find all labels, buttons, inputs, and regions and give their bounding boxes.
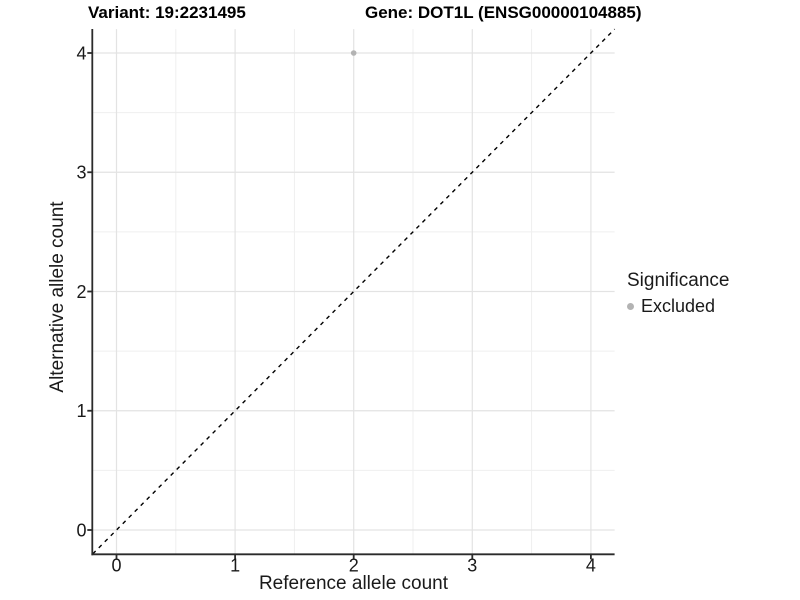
y-tick-label: 0 <box>76 520 86 540</box>
y-tick-label: 2 <box>76 282 86 302</box>
y-axis-title: Alternative allele count <box>47 201 68 393</box>
x-tick-label: 0 <box>111 556 121 576</box>
x-tick-label: 4 <box>586 556 596 576</box>
x-tick-label: 3 <box>467 556 477 576</box>
excluded-point-icon <box>627 302 634 310</box>
legend-entry-excluded: Excluded <box>627 295 729 317</box>
data-points <box>350 50 357 56</box>
y-axis-tick-labels: 0 1 2 3 4 <box>76 43 86 540</box>
x-axis-tick-labels: 0 1 2 3 4 <box>111 556 595 576</box>
plot-title-variant: Variant: 19:2231495 <box>88 3 246 22</box>
y-tick-label: 4 <box>76 43 86 63</box>
x-tick-label: 1 <box>230 556 240 576</box>
axis-tick-marks <box>87 52 592 560</box>
x-tick-label: 2 <box>349 556 359 576</box>
plot-title-gene: Gene: DOT1L (ENSG00000104885) <box>365 3 642 22</box>
x-axis-title: Reference allele count <box>258 573 449 594</box>
legend: Significance Excluded <box>627 269 729 317</box>
y-tick-label: 1 <box>76 401 86 421</box>
legend-entry-label: Excluded <box>641 296 716 316</box>
data-point <box>350 50 357 56</box>
y-tick-label: 3 <box>76 163 86 183</box>
legend-title: Significance <box>627 270 730 291</box>
